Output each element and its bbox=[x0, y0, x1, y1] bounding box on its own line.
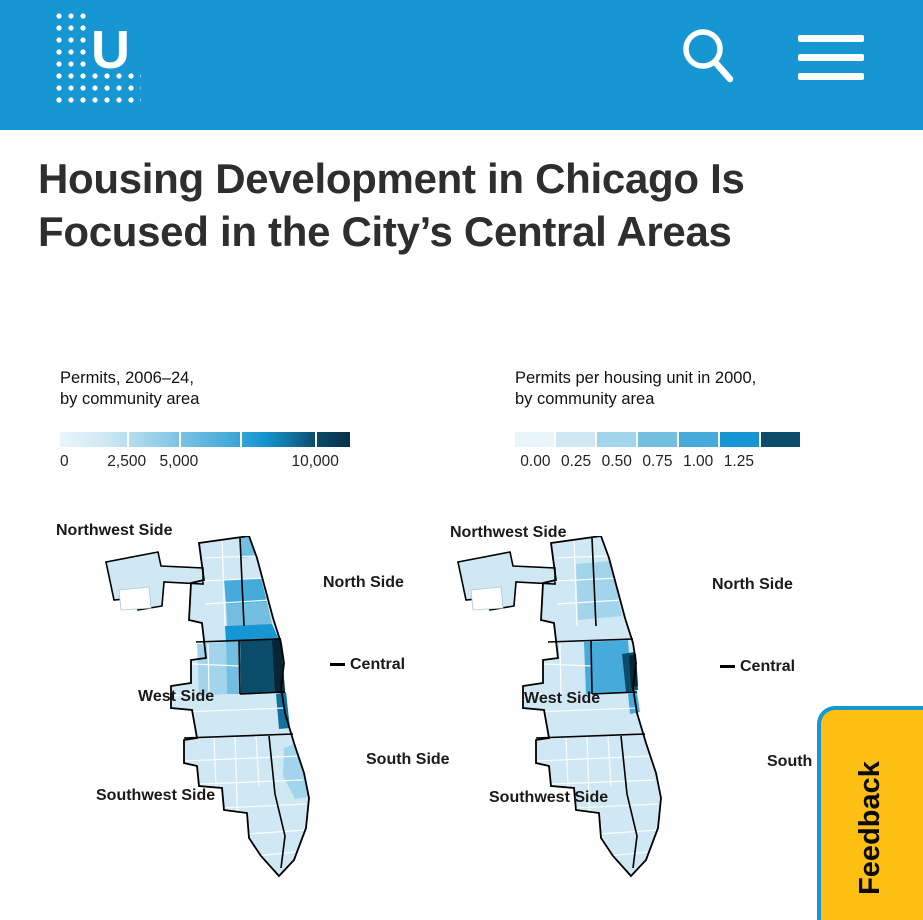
scale-label: 0 bbox=[60, 453, 69, 470]
region-label-west: West Side bbox=[138, 688, 215, 705]
legend-segment bbox=[761, 432, 800, 447]
menu-button[interactable] bbox=[798, 35, 864, 80]
hamburger-icon bbox=[798, 54, 864, 61]
legend-scale-labels: 0 2,500 5,000 10,000 bbox=[60, 453, 350, 473]
search-button[interactable] bbox=[676, 24, 738, 86]
legend-tick bbox=[178, 432, 181, 447]
chicago-map-permits bbox=[105, 536, 310, 878]
legend-permits: Permits, 2006–24, by community area 0 2,… bbox=[60, 368, 350, 473]
region-label-northwest: Northwest Side bbox=[450, 524, 567, 541]
scale-label: 5,000 bbox=[159, 453, 199, 470]
legend-tick bbox=[239, 432, 242, 447]
logo-letter: U bbox=[91, 20, 130, 80]
legend-segment bbox=[515, 432, 554, 447]
legend-segment bbox=[720, 432, 759, 447]
region-label-southwest: Southwest Side bbox=[96, 787, 216, 804]
hamburger-icon bbox=[798, 73, 864, 80]
legend-title-line1: Permits per housing unit in 2000, bbox=[515, 369, 757, 387]
legend-tick bbox=[126, 432, 129, 447]
legend-segment bbox=[638, 432, 677, 447]
region-label-central: Central bbox=[720, 658, 795, 676]
feedback-label: Feedback bbox=[854, 761, 886, 895]
feedback-button[interactable]: Feedback bbox=[817, 706, 923, 920]
legend-title-line1: Permits, 2006–24, bbox=[60, 369, 194, 387]
region-label-southwest: Southwest Side bbox=[489, 789, 609, 806]
scale-label: 2,500 bbox=[107, 453, 147, 470]
scale-label: 0.75 bbox=[642, 453, 673, 470]
region-label-north: North Side bbox=[712, 576, 793, 593]
scale-label: 0.00 bbox=[520, 453, 551, 470]
legend-permits-per-unit: Permits per housing unit in 2000, by com… bbox=[515, 368, 800, 471]
legend-title: Permits, 2006–24, by community area bbox=[60, 368, 350, 410]
page-title: Housing Development in Chicago Is Focuse… bbox=[38, 152, 898, 258]
legend-title-line2: by community area bbox=[60, 390, 200, 408]
page-title-line1: Housing Development in Chicago Is bbox=[38, 155, 745, 202]
legend-gradient-bar bbox=[60, 432, 350, 447]
page-title-line2: Focused in the City’s Central Areas bbox=[38, 208, 732, 255]
legend-segment-bar bbox=[515, 432, 800, 447]
chicago-map-permits-per-unit bbox=[457, 536, 662, 878]
region-label-south: South Side bbox=[366, 751, 450, 768]
legend-segment bbox=[679, 432, 718, 447]
legend-tick bbox=[315, 432, 318, 447]
legend-segment bbox=[597, 432, 636, 447]
region-label-west: West Side bbox=[524, 690, 601, 707]
scale-label: 10,000 bbox=[291, 453, 339, 470]
map-panel-permits: Permits, 2006–24, by community area 0 2,… bbox=[38, 368, 458, 920]
hamburger-icon bbox=[798, 35, 864, 42]
map-area-permits-per-unit: Northwest Side North Side Central West S… bbox=[412, 518, 923, 920]
logo-graphic: U bbox=[55, 12, 141, 106]
legend-scale-labels: 0.00 0.25 0.50 0.75 1.00 1.25 bbox=[515, 453, 759, 471]
legend-title-line2: by community area bbox=[515, 390, 655, 408]
scale-label: 1.00 bbox=[683, 453, 714, 470]
map-panel-permits-per-unit: Permits per housing unit in 2000, by com… bbox=[412, 368, 923, 920]
legend-title: Permits per housing unit in 2000, by com… bbox=[515, 368, 800, 410]
site-header: U bbox=[0, 0, 923, 130]
scale-label: 0.50 bbox=[601, 453, 632, 470]
region-label-north: North Side bbox=[323, 574, 404, 591]
map-area-permits: Northwest Side North Side Central West S… bbox=[38, 518, 458, 920]
search-icon bbox=[683, 29, 734, 83]
urban-institute-logo[interactable]: U bbox=[55, 12, 141, 106]
legend-segment bbox=[556, 432, 595, 447]
scale-label: 0.25 bbox=[560, 453, 592, 470]
region-label-central: Central bbox=[330, 656, 405, 674]
region-label-northwest: Northwest Side bbox=[56, 522, 173, 539]
scale-label: 1.25 bbox=[723, 453, 754, 470]
